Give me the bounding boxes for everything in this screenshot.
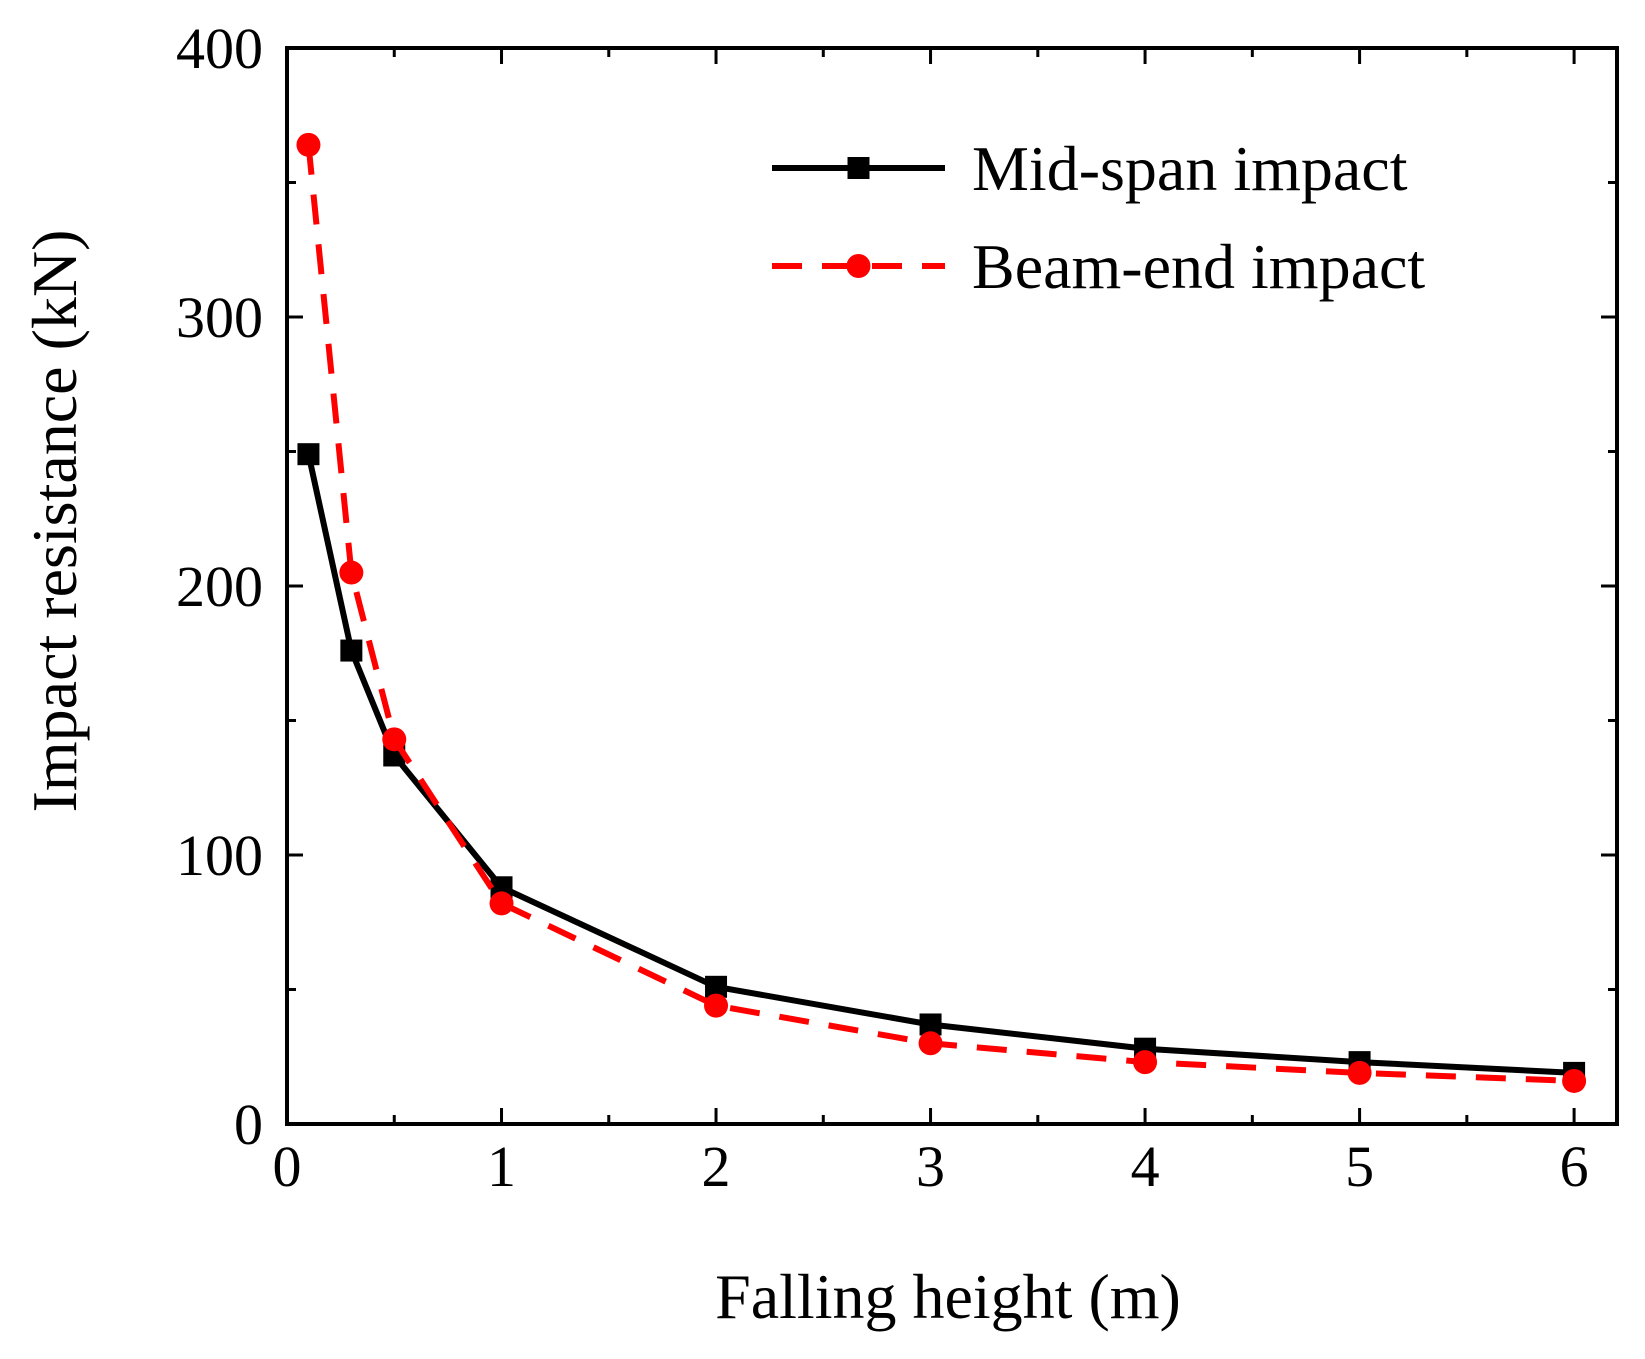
legend: Mid-span impact Beam-end impact	[772, 133, 1425, 302]
y-tick-label: 300	[176, 285, 263, 350]
series-1	[297, 443, 1586, 1084]
data-point	[1562, 1068, 1587, 1093]
x-tick-label: 5	[1345, 1134, 1374, 1199]
data-point	[297, 443, 320, 466]
x-tick-label: 0	[273, 1134, 302, 1199]
labels-layer: Falling height (m) Impact resistance (kN…	[19, 230, 1181, 1332]
data-point	[1133, 1050, 1158, 1075]
x-axis-title: Falling height (m)	[715, 1261, 1181, 1332]
y-tick-label: 100	[176, 823, 263, 888]
data-point	[489, 891, 514, 916]
y-tick-label: 0	[234, 1092, 263, 1157]
series-line	[305, 144, 1575, 1084]
data-point	[296, 132, 321, 157]
data-point	[340, 639, 363, 662]
legend-marker	[846, 254, 871, 278]
legend-item-1: Mid-span impact	[772, 133, 1408, 204]
x-tick-label: 1	[487, 1134, 516, 1199]
data-point	[382, 727, 407, 752]
data-point	[919, 1013, 942, 1036]
data-point	[339, 560, 364, 585]
y-tick-label: 200	[176, 554, 263, 619]
plot-frame	[285, 46, 1619, 1126]
data-point	[918, 1031, 943, 1056]
data-point	[1347, 1060, 1372, 1085]
x-tick-label: 4	[1131, 1134, 1160, 1199]
data-point	[704, 993, 729, 1018]
data-point	[705, 975, 728, 998]
legend-item-2: Beam-end impact	[772, 231, 1425, 302]
legend-marker	[847, 157, 870, 179]
series-2	[296, 132, 1587, 1093]
x-tick-label: 2	[702, 1134, 731, 1199]
series-line	[305, 453, 1575, 1076]
legend-label: Beam-end impact	[972, 231, 1425, 302]
axes-layer: 0 1 2 3 4 5 6 0 100 200 300 400	[176, 16, 1619, 1199]
y-tick-label: 400	[176, 16, 263, 81]
legend-label: Mid-span impact	[972, 133, 1408, 204]
x-tick-label: 6	[1560, 1134, 1589, 1199]
x-tick-label: 3	[916, 1134, 945, 1199]
series-layer	[296, 132, 1587, 1093]
y-axis-title: Impact resistance (kN)	[19, 230, 90, 813]
